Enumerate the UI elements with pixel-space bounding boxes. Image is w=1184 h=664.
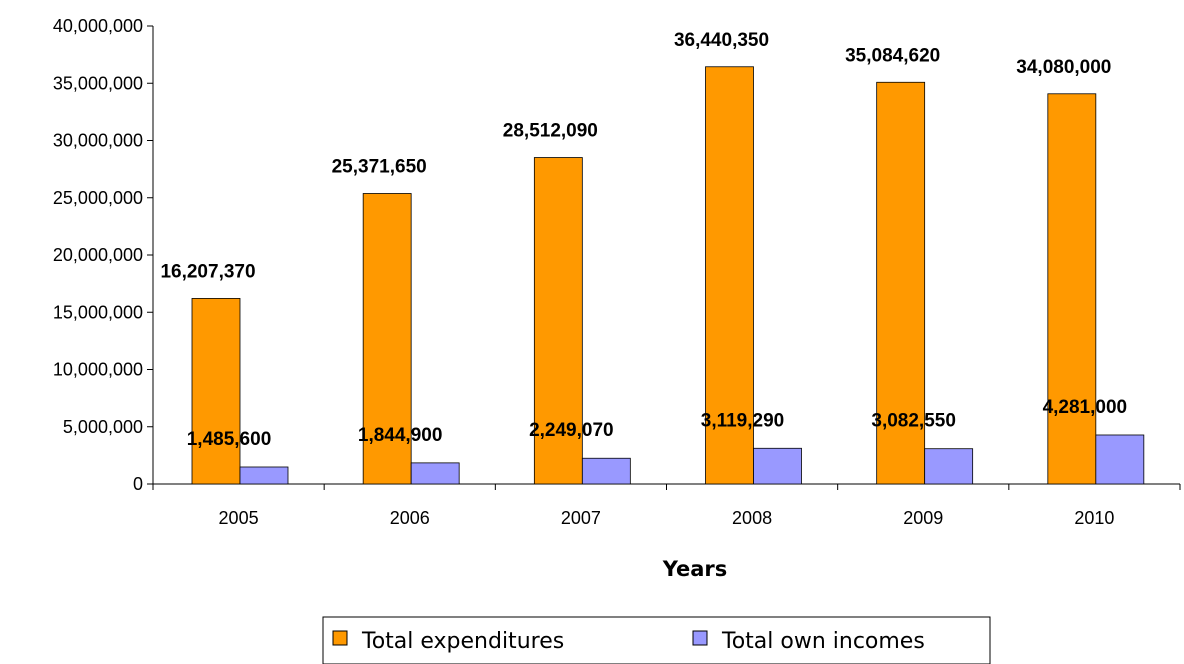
bar-total-expenditures xyxy=(362,193,412,485)
data-label: 3,119,290 xyxy=(701,410,784,431)
data-label: 1,485,600 xyxy=(187,429,272,450)
y-axis: 0 5,000,000 10,000,000 15,000,000 20,000,000… xyxy=(53,16,154,494)
bar-total-own-incomes xyxy=(1095,434,1145,485)
data-label: 4,281,000 xyxy=(1043,397,1128,418)
bar-total-expenditures xyxy=(191,298,241,485)
x-tick-label: 2009 xyxy=(903,508,943,528)
legend-label: Total own incomes xyxy=(721,629,925,654)
x-tick-label: 2010 xyxy=(1074,508,1114,528)
data-label: 35,084,620 xyxy=(845,45,940,66)
bar-total-own-incomes xyxy=(753,447,802,485)
bar-total-own-incomes xyxy=(924,448,974,485)
x-tick-label: 2006 xyxy=(390,508,430,528)
data-labels: 16,207,370 25,371,650 28,512,090 36,440,350… xyxy=(160,30,1127,450)
data-label: 34,080,000 xyxy=(1016,57,1111,78)
legend-swatch xyxy=(692,630,708,646)
x-axis-title: Years xyxy=(662,557,728,581)
data-label: 3,082,550 xyxy=(871,411,956,432)
legend-box xyxy=(322,616,991,664)
bar-series xyxy=(191,66,1145,485)
data-label: 2,249,070 xyxy=(529,420,614,441)
y-tick-label: 25,000,000 xyxy=(53,188,143,208)
legend: Total expenditures Total own incomes xyxy=(322,616,991,664)
y-tick-label: 35,000,000 xyxy=(53,73,143,93)
y-tick-label: 0 xyxy=(133,474,143,494)
bar-total-expenditures xyxy=(876,81,926,485)
legend-label: Total expenditures xyxy=(361,629,564,654)
data-label: 1,844,900 xyxy=(358,425,443,446)
y-tick-label: 5,000,000 xyxy=(63,417,143,437)
data-label: 28,512,090 xyxy=(503,121,598,142)
bar-total-expenditures xyxy=(705,66,754,485)
y-tick-label: 15,000,000 xyxy=(53,302,143,322)
y-tick-label: 10,000,000 xyxy=(53,360,143,380)
bar-total-expenditures xyxy=(1047,93,1097,485)
x-tick-label: 2007 xyxy=(561,508,601,528)
x-axis: 2005 2006 2007 2008 2009 2010 xyxy=(152,483,1181,528)
bar-total-own-incomes xyxy=(410,462,460,485)
bar-total-expenditures xyxy=(533,157,583,485)
data-label: 25,371,650 xyxy=(332,156,427,177)
x-tick-label: 2008 xyxy=(732,508,772,528)
y-tick-label: 20,000,000 xyxy=(53,245,143,265)
legend-swatch xyxy=(332,630,348,646)
bar-total-own-incomes xyxy=(581,457,631,485)
bar-total-own-incomes xyxy=(239,466,289,485)
y-tick-label: 30,000,000 xyxy=(53,131,143,151)
x-tick-label: 2005 xyxy=(219,508,259,528)
data-label: 36,440,350 xyxy=(674,30,769,51)
y-tick-label: 40,000,000 xyxy=(53,16,143,36)
data-label: 16,207,370 xyxy=(160,261,255,282)
